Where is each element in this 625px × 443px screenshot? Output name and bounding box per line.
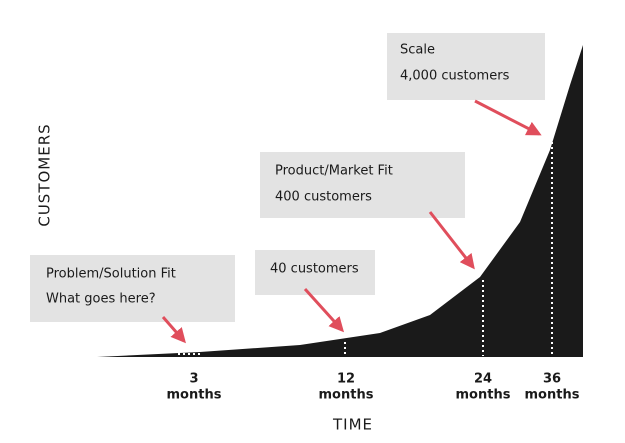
milestone-value: 24 bbox=[474, 372, 492, 387]
callout-box bbox=[255, 250, 375, 295]
x-axis-label: TIME bbox=[332, 416, 373, 434]
milestone-unit: months bbox=[167, 388, 222, 403]
y-axis-label: CUSTOMERS bbox=[36, 123, 54, 226]
milestone-unit: months bbox=[525, 388, 580, 403]
milestone-value: 36 bbox=[543, 372, 561, 387]
arrow bbox=[428, 211, 475, 270]
callout-title: Problem/Solution Fit bbox=[46, 267, 176, 282]
callout-title: Scale bbox=[400, 43, 435, 58]
callout-box bbox=[387, 33, 545, 100]
arrow bbox=[303, 287, 345, 333]
callout-box bbox=[260, 152, 465, 218]
arrow bbox=[161, 316, 186, 344]
arrow bbox=[474, 99, 542, 136]
callout-title: Product/Market Fit bbox=[275, 164, 393, 179]
callout-subtitle: 400 customers bbox=[275, 190, 372, 205]
callout-title: 40 customers bbox=[270, 262, 359, 277]
callout-subtitle: 4,000 customers bbox=[400, 69, 510, 84]
callout-subtitle: What goes here? bbox=[46, 292, 156, 307]
milestone-unit: months bbox=[456, 388, 511, 403]
growth-curve bbox=[97, 45, 583, 357]
milestone-unit: months bbox=[319, 388, 374, 403]
milestone-value: 12 bbox=[337, 372, 355, 387]
milestone-value: 3 bbox=[189, 372, 198, 387]
callout-box bbox=[30, 255, 235, 322]
